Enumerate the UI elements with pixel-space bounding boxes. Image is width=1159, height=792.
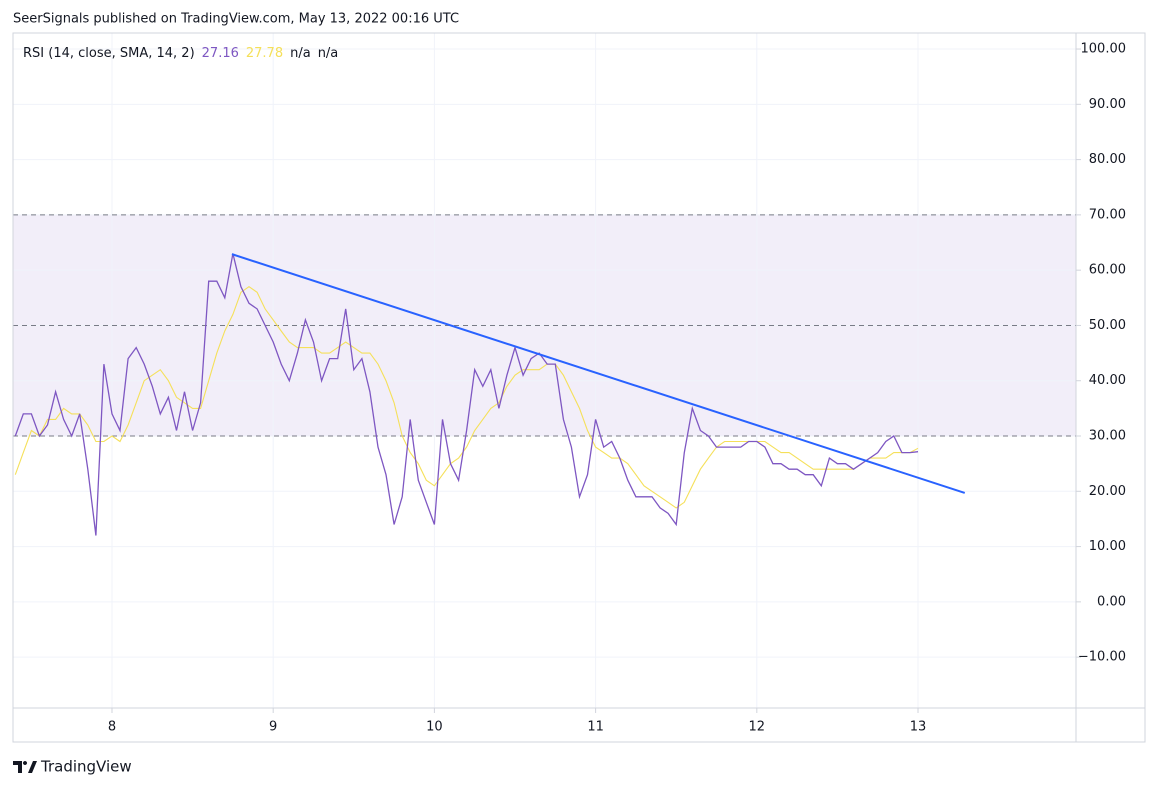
y-tick-label: 70.00 <box>1089 207 1126 222</box>
x-tick-label: 8 <box>108 720 116 735</box>
legend-value: 27.16 <box>202 46 239 61</box>
y-tick-label: 0.00 <box>1097 594 1126 609</box>
header: SeerSignals published on TradingView.com… <box>13 12 459 27</box>
y-tick-label: 10.00 <box>1089 539 1126 554</box>
legend: RSI (14, close, SMA, 14, 2) 27.16 27.78 n/a… <box>23 46 338 61</box>
legend-extra: n/a <box>318 46 339 61</box>
x-tick-label: 11 <box>587 720 604 735</box>
frame <box>12 32 1146 743</box>
y-tick-label: 100.00 <box>1081 42 1127 57</box>
legend-value: 27.78 <box>246 46 283 61</box>
y-tick-label: 60.00 <box>1089 263 1126 278</box>
logo: TradingView <box>13 758 132 776</box>
series-line <box>14 253 919 536</box>
legend-extra: n/a <box>290 46 311 61</box>
series-line <box>14 286 919 509</box>
x-tick-label: 10 <box>426 720 443 735</box>
trendline <box>231 253 966 494</box>
x-tick-label: 12 <box>749 720 766 735</box>
y-tick-label: 50.00 <box>1089 318 1126 333</box>
footer: TradingView <box>40 758 132 776</box>
y-tick-label: 20.00 <box>1089 484 1126 499</box>
legend-title: RSI (14, close, SMA, 14, 2) <box>23 46 195 61</box>
x-tick-label: 13 <box>910 720 927 735</box>
plot <box>13 33 1076 708</box>
y-tick-label: 80.00 <box>1089 152 1126 167</box>
pane-border <box>12 32 1146 743</box>
y-tick-label: 30.00 <box>1089 429 1126 444</box>
y-tick-label: 40.00 <box>1089 373 1126 388</box>
logo-icon <box>13 761 37 773</box>
y-tick-label: −10.00 <box>1078 650 1126 665</box>
y-tick-label: 90.00 <box>1089 97 1126 112</box>
x-tick-label: 9 <box>269 720 277 735</box>
